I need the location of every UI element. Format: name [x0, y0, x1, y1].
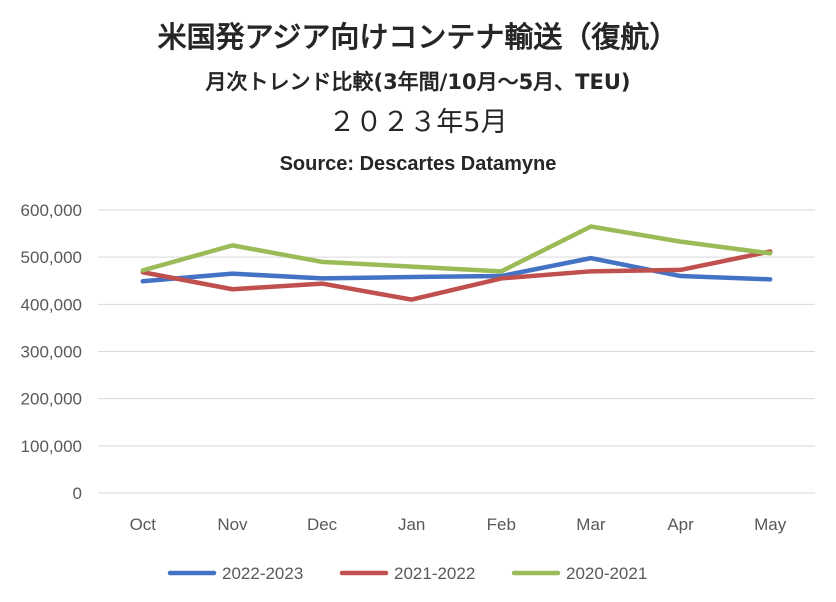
y-tick-label: 200,000	[21, 390, 82, 409]
legend-label: 2020-2021	[566, 564, 647, 583]
legend-label: 2022-2023	[222, 564, 303, 583]
chart-date: ２０２３年5月	[328, 107, 507, 138]
chart-title: 米国発アジア向けコンテナ輸送（復航）	[158, 20, 679, 54]
legend-label: 2021-2022	[394, 564, 475, 583]
series-line-2022-2023	[140, 255, 773, 284]
x-axis-ticks: Oct Nov Dec Jan Feb Mar Apr May	[130, 515, 787, 534]
y-tick-label: 300,000	[21, 343, 82, 362]
x-tick-label: Nov	[217, 515, 248, 534]
chart-subtitle: 月次トレンド比較(3年間/10月～5月、TEU)	[204, 70, 630, 94]
y-tick-label: 400,000	[21, 295, 82, 314]
x-tick-label: Jan	[398, 515, 425, 534]
x-tick-label: Feb	[487, 515, 516, 534]
series-line-2021-2022	[140, 249, 773, 302]
legend: 2022-2023 2021-2022 2020-2021	[167, 564, 647, 583]
x-tick-label: Oct	[130, 515, 157, 534]
legend-item: 2022-2023	[167, 564, 303, 583]
y-tick-label: 500,000	[21, 248, 82, 267]
gridlines	[98, 209, 815, 494]
legend-item: 2021-2022	[339, 564, 475, 583]
y-tick-label: 100,000	[21, 437, 82, 456]
x-tick-label: Apr	[667, 515, 694, 534]
series-line-2020-2021	[140, 224, 773, 274]
x-tick-label: May	[754, 515, 787, 534]
x-tick-label: Mar	[576, 515, 606, 534]
series-lines	[140, 224, 773, 302]
chart-source: Source: Descartes Datamyne	[280, 153, 557, 175]
y-tick-label: 600,000	[21, 201, 82, 220]
x-tick-label: Dec	[307, 515, 338, 534]
y-tick-label: 0	[73, 484, 82, 503]
legend-item: 2020-2021	[511, 564, 647, 583]
y-axis-ticks: 0 100,000 200,000 300,000 400,000 500,000 600,…	[21, 201, 82, 503]
